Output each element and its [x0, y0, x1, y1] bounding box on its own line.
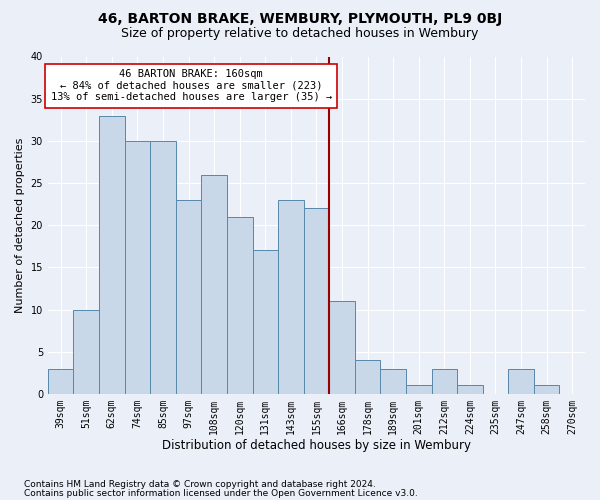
Bar: [99, 116, 125, 394]
Text: 46, BARTON BRAKE, WEMBURY, PLYMOUTH, PL9 0BJ: 46, BARTON BRAKE, WEMBURY, PLYMOUTH, PL9…: [98, 12, 502, 26]
Bar: [73, 310, 99, 394]
Text: Contains public sector information licensed under the Open Government Licence v3: Contains public sector information licen…: [24, 489, 418, 498]
Bar: [329, 301, 355, 394]
Bar: [304, 208, 329, 394]
Bar: [380, 368, 406, 394]
Bar: [355, 360, 380, 394]
Bar: [457, 386, 482, 394]
Text: Contains HM Land Registry data © Crown copyright and database right 2024.: Contains HM Land Registry data © Crown c…: [24, 480, 376, 489]
Bar: [253, 250, 278, 394]
Bar: [48, 368, 73, 394]
Bar: [125, 141, 150, 394]
Bar: [278, 200, 304, 394]
Bar: [202, 174, 227, 394]
X-axis label: Distribution of detached houses by size in Wembury: Distribution of detached houses by size …: [162, 440, 471, 452]
Bar: [534, 386, 559, 394]
Bar: [150, 141, 176, 394]
Text: 46 BARTON BRAKE: 160sqm
← 84% of detached houses are smaller (223)
13% of semi-d: 46 BARTON BRAKE: 160sqm ← 84% of detache…: [50, 69, 332, 102]
Text: Size of property relative to detached houses in Wembury: Size of property relative to detached ho…: [121, 28, 479, 40]
Y-axis label: Number of detached properties: Number of detached properties: [15, 138, 25, 313]
Bar: [431, 368, 457, 394]
Bar: [406, 386, 431, 394]
Bar: [176, 200, 202, 394]
Bar: [227, 216, 253, 394]
Bar: [508, 368, 534, 394]
